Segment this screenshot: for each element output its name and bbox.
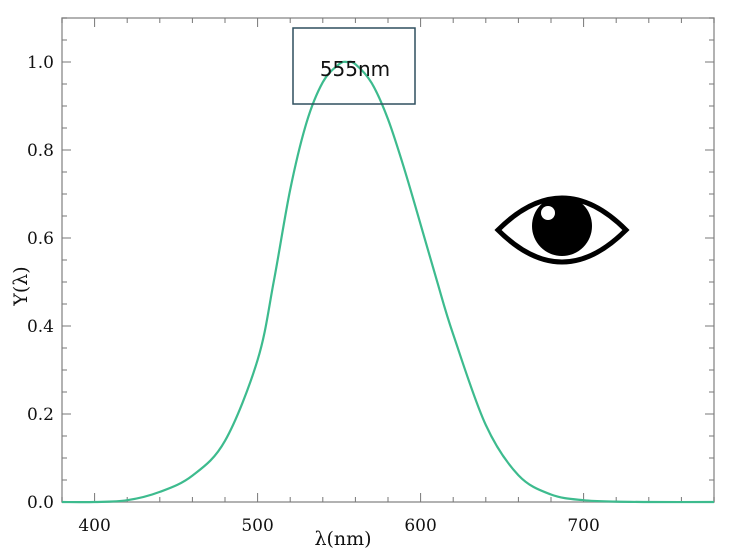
annotation-text: 555nm xyxy=(320,57,390,81)
y-tick-label: 0.2 xyxy=(27,405,54,425)
x-axis-label: λ(nm) xyxy=(314,528,371,550)
luminosity-curve xyxy=(61,60,715,504)
plot-frame xyxy=(61,17,715,503)
y-tick-label: 0.4 xyxy=(27,317,54,337)
y-tick-label: 1.0 xyxy=(27,53,54,73)
x-tick-label: 500 xyxy=(241,516,273,536)
peak-annotation: 555nm xyxy=(292,27,416,105)
y-tick-label: 0.6 xyxy=(27,229,54,249)
tick-marks xyxy=(61,17,715,503)
y-tick-label: 0.8 xyxy=(27,141,54,161)
x-tick-label: 700 xyxy=(567,516,599,536)
y-tick-label: 0.0 xyxy=(27,493,54,513)
x-tick-label: 400 xyxy=(78,516,110,536)
x-tick-label: 600 xyxy=(404,516,436,536)
eye-icon xyxy=(494,195,630,265)
y-axis-label: Y(λ) xyxy=(10,266,32,306)
annotation-box xyxy=(292,27,416,105)
tick-labels: 400 500 600 700 0.0 0.2 0.4 0.6 0.8 1.0 xyxy=(27,53,600,536)
